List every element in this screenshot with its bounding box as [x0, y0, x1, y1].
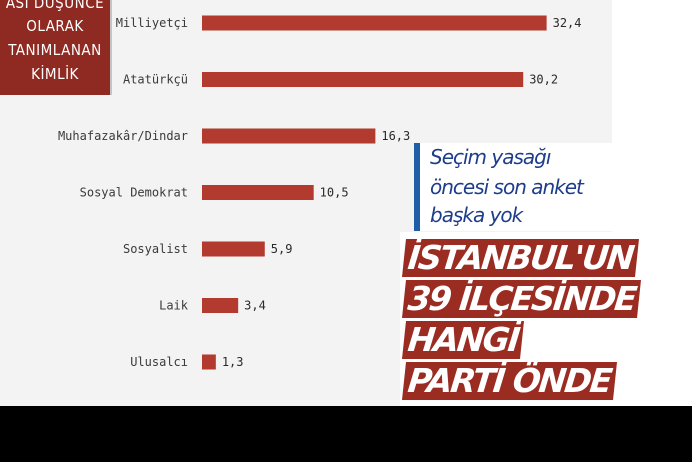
note-box	[414, 143, 612, 231]
note-line-1: Seçim yasağı	[430, 145, 551, 169]
note-accent-bar	[414, 143, 420, 231]
badge-line-4: KİMLİK	[31, 65, 79, 83]
value-label: 16,3	[381, 129, 410, 143]
value-label: 5,9	[271, 242, 293, 256]
note-line-3: başka yok	[430, 203, 523, 227]
category-label: Muhafazakâr/Dindar	[58, 129, 188, 143]
headline-line-4: PARTİ ÖNDE	[402, 361, 617, 400]
bar-chart: Milliyetçi 32,4 Atatürkçü 30,2 Muhafazakâr/D…	[58, 15, 582, 370]
bar	[202, 15, 547, 31]
value-label: 1,3	[222, 355, 244, 369]
category-label: Sosyal Demokrat	[80, 186, 188, 200]
category-label: Laik	[159, 299, 189, 313]
badge-line-1: ASI DÜŞÜNCE	[5, 0, 105, 12]
headline-line-3: HANGİ	[402, 320, 525, 359]
value-label: 30,2	[529, 73, 558, 87]
headline-line-2: 39 İLÇESİNDE	[402, 279, 642, 318]
bar	[202, 185, 314, 200]
headline-line-1: İSTANBUL'UN	[402, 238, 639, 277]
value-label: 10,5	[320, 186, 349, 200]
category-label: Milliyetçi	[116, 16, 188, 30]
badge-line-2: OLARAK	[26, 17, 84, 35]
value-label: 3,4	[244, 299, 266, 313]
bar	[202, 241, 265, 257]
right-margin	[612, 0, 692, 406]
category-label: Ulusalcı	[130, 355, 188, 369]
category-label: Sosyalist	[123, 242, 188, 256]
category-label: Atatürkçü	[123, 73, 188, 87]
bar	[202, 298, 239, 313]
identity-badge: ASI DÜŞÜNCE OLARAK TANIMLANAN KİMLİK	[0, 0, 112, 95]
bottom-letterbox	[0, 406, 692, 462]
value-label: 32,4	[553, 16, 582, 30]
bar	[202, 72, 524, 87]
note-line-2: öncesi son anket	[430, 175, 584, 199]
bar	[202, 128, 376, 144]
badge-line-3: TANIMLANAN	[8, 41, 102, 59]
bar	[202, 354, 216, 370]
